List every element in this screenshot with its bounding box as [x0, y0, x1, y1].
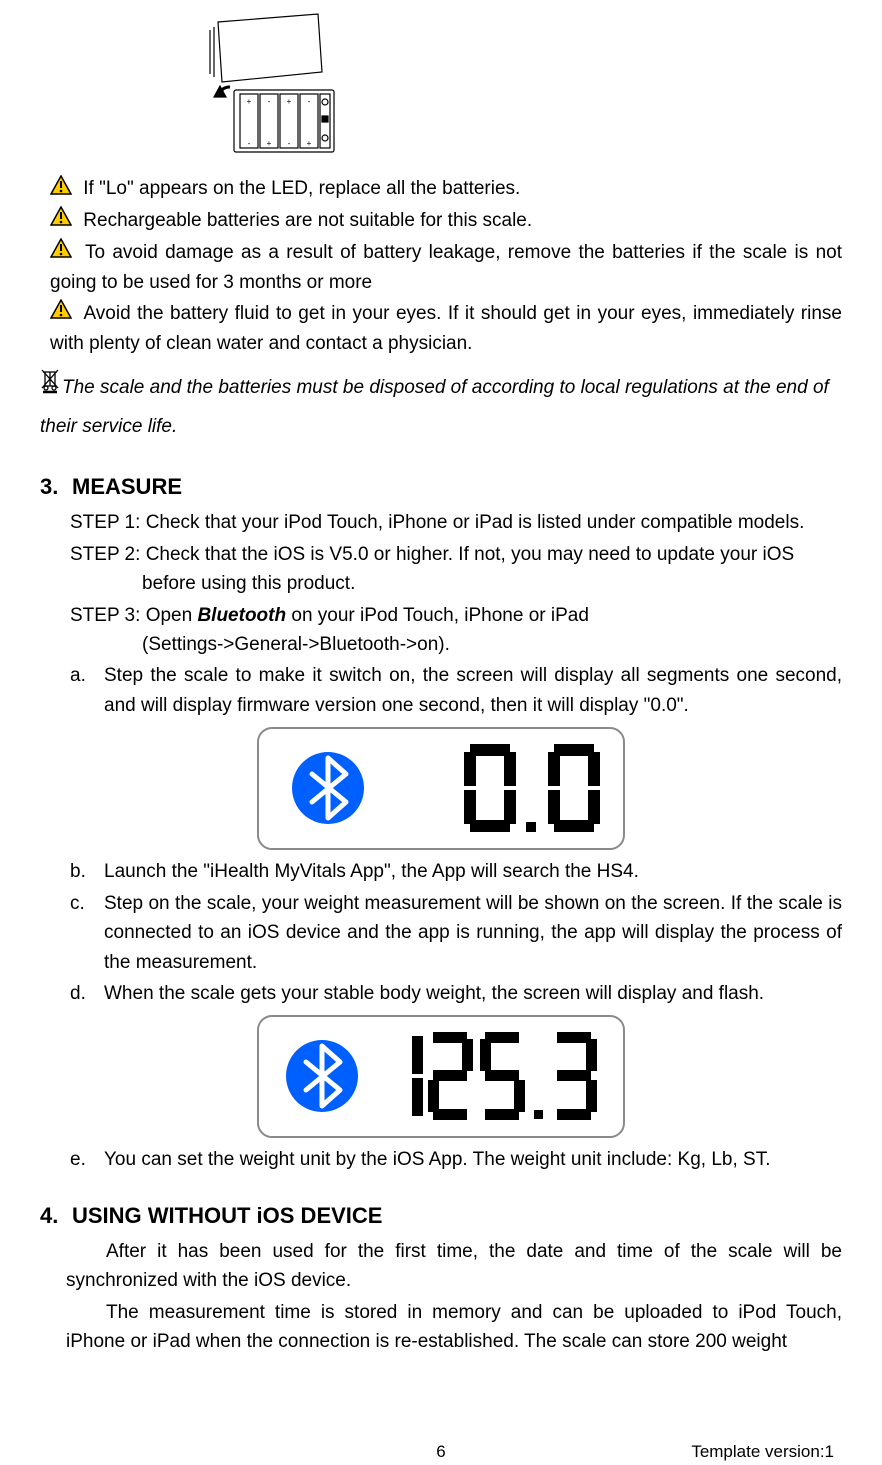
svg-text:+: + — [247, 97, 252, 106]
disposal-note: The scale and the batteries must be disp… — [40, 368, 842, 446]
letter-text: Step the scale to make it switch on, the… — [104, 661, 842, 720]
letter-item: d. When the scale gets your stable body … — [70, 979, 842, 1008]
svg-text:-: - — [268, 97, 271, 106]
warning-text: If "Lo" appears on the LED, replace all … — [83, 178, 520, 199]
disposal-text: The scale and the batteries must be disp… — [40, 377, 829, 437]
letter-label: c. — [70, 889, 104, 977]
warning-icon — [50, 238, 72, 267]
letter-text: You can set the weight unit by the iOS A… — [104, 1145, 842, 1174]
step-item: STEP 1: Check that your iPod Touch, iPho… — [70, 508, 842, 537]
warnings-block: If "Lo" appears on the LED, replace all … — [40, 174, 842, 358]
section-4-body: After it has been used for the first tim… — [40, 1237, 842, 1357]
letter-item: b. Launch the "iHealth MyVitals App", th… — [70, 857, 842, 886]
letter-label: a. — [70, 661, 104, 720]
warning-item: Avoid the battery fluid to get in your e… — [50, 299, 842, 358]
section-title: USING WITHOUT iOS DEVICE — [72, 1199, 382, 1233]
section-number: 4. — [40, 1199, 72, 1233]
svg-text:+: + — [287, 97, 292, 106]
warning-item: If "Lo" appears on the LED, replace all … — [50, 174, 842, 204]
letter-label: b. — [70, 857, 104, 886]
warning-item: To avoid damage as a result of battery l… — [50, 238, 842, 297]
letter-item: a. Step the scale to make it switch on, … — [70, 661, 842, 720]
step-label: STEP 2: — [70, 544, 140, 565]
warning-icon — [50, 206, 72, 235]
letter-item: e. You can set the weight unit by the iO… — [70, 1145, 842, 1174]
step-text-cont: (Settings->General->Bluetooth->on). — [70, 630, 842, 659]
warning-text: To avoid damage as a result of battery l… — [50, 242, 842, 293]
step-text: Open Bluetooth on your iPod Touch, iPhon… — [146, 605, 589, 626]
weee-icon — [40, 368, 60, 408]
letter-text: Launch the "iHealth MyVitals App", the A… — [104, 857, 842, 886]
section-title: MEASURE — [72, 470, 182, 504]
section-number: 3. — [40, 470, 72, 504]
lcd-display-0-0 — [256, 726, 626, 851]
letter-text: When the scale gets your stable body wei… — [104, 979, 842, 1008]
step-text: Check that the iOS is V5.0 or higher. If… — [146, 544, 794, 565]
paragraph: The measurement time is stored in memory… — [66, 1298, 842, 1357]
step-item: STEP 3: Open Bluetooth on your iPod Touc… — [70, 601, 842, 660]
letter-text: Step on the scale, your weight measureme… — [104, 889, 842, 977]
warning-text: Rechargeable batteries are not suitable … — [83, 210, 532, 231]
template-version: Template version:1 — [691, 1439, 834, 1465]
letter-list: a. Step the scale to make it switch on, … — [40, 661, 842, 720]
section-3-heading: 3. MEASURE — [40, 470, 842, 504]
letter-list: b. Launch the "iHealth MyVitals App", th… — [40, 857, 842, 1008]
page-number: 6 — [436, 1439, 445, 1465]
warning-item: Rechargeable batteries are not suitable … — [50, 206, 842, 236]
svg-text:-: - — [288, 139, 291, 148]
warning-icon — [50, 175, 72, 204]
warning-icon — [50, 299, 72, 328]
letter-list: e. You can set the weight unit by the iO… — [40, 1145, 842, 1174]
step-text-cont: before using this product. — [70, 569, 842, 598]
svg-text:+: + — [307, 139, 312, 148]
svg-text:-: - — [308, 97, 311, 106]
section-4-heading: 4. USING WITHOUT iOS DEVICE — [40, 1199, 842, 1233]
svg-text:+: + — [267, 139, 272, 148]
svg-text:-: - — [248, 139, 251, 148]
letter-label: e. — [70, 1145, 104, 1174]
steps-list: STEP 1: Check that your iPod Touch, iPho… — [40, 508, 842, 659]
letter-label: d. — [70, 979, 104, 1008]
warning-text: Avoid the battery fluid to get in your e… — [50, 303, 842, 354]
paragraph: After it has been used for the first tim… — [66, 1237, 842, 1296]
lcd-display-125-3 — [256, 1014, 626, 1139]
step-label: STEP 1: — [70, 512, 140, 533]
battery-compartment-diagram: + + + + - - - - — [200, 12, 340, 157]
step-label: STEP 3: — [70, 605, 140, 626]
step-item: STEP 2: Check that the iOS is V5.0 or hi… — [70, 540, 842, 599]
letter-item: c. Step on the scale, your weight measur… — [70, 889, 842, 977]
step-text: Check that your iPod Touch, iPhone or iP… — [146, 512, 805, 533]
